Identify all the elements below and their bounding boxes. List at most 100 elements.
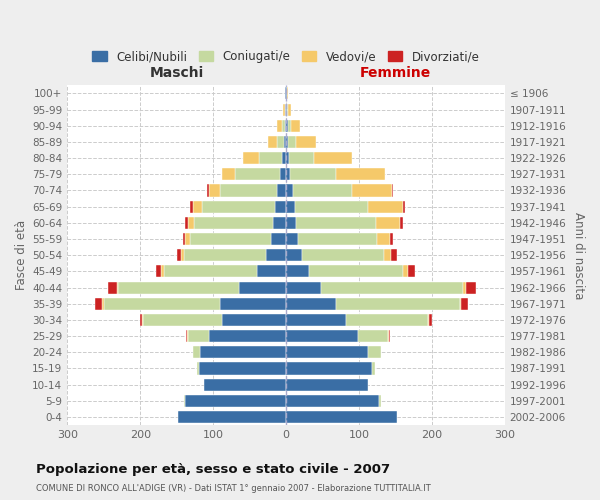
Bar xyxy=(376,217,400,229)
Bar xyxy=(102,298,104,310)
Bar xyxy=(352,184,392,196)
Bar xyxy=(286,104,287,116)
Bar xyxy=(392,184,393,196)
Bar xyxy=(275,200,286,212)
Bar xyxy=(286,200,295,212)
Bar xyxy=(209,330,286,342)
Bar xyxy=(283,104,284,116)
Bar xyxy=(287,88,288,100)
Bar xyxy=(286,298,335,310)
Bar xyxy=(193,200,202,212)
Bar xyxy=(140,314,142,326)
Bar xyxy=(266,249,286,262)
Y-axis label: Fasce di età: Fasce di età xyxy=(15,220,28,290)
Bar xyxy=(188,217,194,229)
Bar xyxy=(335,168,385,180)
Bar xyxy=(259,152,283,164)
Text: Popolazione per età, sesso e stato civile - 2007: Popolazione per età, sesso e stato civil… xyxy=(36,462,390,475)
Bar xyxy=(143,314,222,326)
Bar xyxy=(368,346,381,358)
Bar xyxy=(184,249,266,262)
Bar xyxy=(286,233,298,245)
Bar xyxy=(184,395,185,407)
Bar xyxy=(286,136,288,148)
Bar xyxy=(194,217,273,229)
Bar xyxy=(286,330,358,342)
Bar xyxy=(190,200,193,212)
Bar xyxy=(202,200,275,212)
Bar xyxy=(104,298,220,310)
Bar xyxy=(284,136,286,148)
Bar xyxy=(408,266,415,278)
Bar xyxy=(289,152,314,164)
Text: Maschi: Maschi xyxy=(149,66,204,80)
Bar xyxy=(321,282,463,294)
Bar xyxy=(222,314,286,326)
Bar xyxy=(277,120,281,132)
Bar xyxy=(185,395,286,407)
Bar xyxy=(178,411,286,423)
Text: COMUNE DI RONCO ALL'ADIGE (VR) - Dati ISTAT 1° gennaio 2007 - Elaborazione TUTTI: COMUNE DI RONCO ALL'ADIGE (VR) - Dati IS… xyxy=(36,484,431,493)
Bar xyxy=(391,233,393,245)
Bar xyxy=(243,152,259,164)
Bar xyxy=(182,233,185,245)
Bar xyxy=(391,249,397,262)
Bar xyxy=(379,395,381,407)
Bar xyxy=(287,104,288,116)
Bar xyxy=(384,249,391,262)
Bar xyxy=(314,152,352,164)
Bar xyxy=(296,136,316,148)
Bar xyxy=(197,362,199,374)
Bar xyxy=(257,266,286,278)
Bar xyxy=(155,266,161,278)
Bar xyxy=(400,217,403,229)
Y-axis label: Anni di nascita: Anni di nascita xyxy=(572,212,585,299)
Bar xyxy=(209,184,220,196)
Bar xyxy=(290,168,335,180)
Bar xyxy=(188,330,209,342)
Bar xyxy=(271,233,286,245)
Bar xyxy=(286,266,310,278)
Bar xyxy=(205,378,286,391)
Bar xyxy=(372,362,375,374)
Bar xyxy=(389,330,391,342)
Bar xyxy=(302,249,384,262)
Bar xyxy=(286,395,379,407)
Bar xyxy=(95,298,102,310)
Bar xyxy=(429,314,432,326)
Bar xyxy=(187,330,188,342)
Bar xyxy=(428,314,429,326)
Bar xyxy=(291,120,300,132)
Bar xyxy=(388,330,389,342)
Bar xyxy=(239,282,286,294)
Bar xyxy=(293,184,352,196)
Bar xyxy=(463,282,466,294)
Bar xyxy=(161,266,164,278)
Bar xyxy=(108,282,117,294)
Bar xyxy=(286,314,346,326)
Bar xyxy=(117,282,118,294)
Bar xyxy=(190,233,271,245)
Bar xyxy=(118,282,239,294)
Bar xyxy=(268,136,277,148)
Bar xyxy=(460,298,461,310)
Bar xyxy=(286,249,302,262)
Bar xyxy=(284,104,286,116)
Bar xyxy=(185,217,188,229)
Legend: Celibi/Nubili, Coniugati/e, Vedovi/e, Divorziati/e: Celibi/Nubili, Coniugati/e, Vedovi/e, Di… xyxy=(92,50,479,64)
Bar xyxy=(193,346,200,358)
Bar xyxy=(273,217,286,229)
Bar xyxy=(358,330,388,342)
Bar xyxy=(199,362,286,374)
Bar xyxy=(286,378,368,391)
Bar xyxy=(186,330,187,342)
Bar xyxy=(235,168,280,180)
Bar xyxy=(286,411,397,423)
Bar xyxy=(277,184,286,196)
Bar xyxy=(220,298,286,310)
Bar xyxy=(178,249,181,262)
Bar xyxy=(142,314,143,326)
Bar xyxy=(277,136,284,148)
Bar xyxy=(283,152,286,164)
Bar xyxy=(284,120,286,132)
